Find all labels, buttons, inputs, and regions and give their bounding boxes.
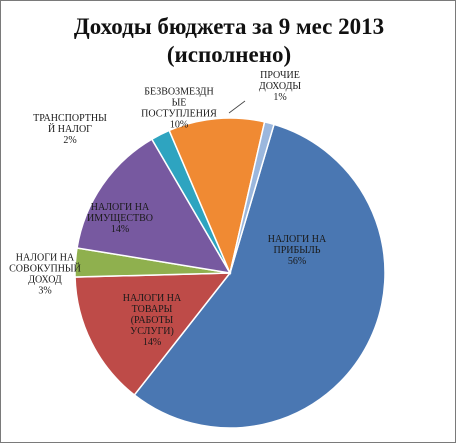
pie-slice <box>133 123 386 429</box>
chart-title-block: Доходы бюджета за 9 мес 2013 (исполнено) <box>1 13 457 69</box>
pie-slices <box>74 117 386 429</box>
slice-label-line: НАЛОГИ НА <box>268 234 327 245</box>
slice-label: НАЛОГИ НА ПРИБЫЛЬ 56% <box>268 234 327 267</box>
slice-label: БЕЗВОЗМЕЗДН ЫЕ ПОСТУПЛЕНИЯ 10% <box>141 87 217 131</box>
slice-label-line: БЕЗВОЗМЕЗДН <box>144 87 213 98</box>
leader-line <box>228 100 246 114</box>
slice-label-line: ПРОЧИЕ <box>260 70 300 81</box>
slice-label-line: ДОХОД <box>28 275 62 286</box>
chart-subtitle: (исполнено) <box>166 42 292 67</box>
slice-label-line: Й НАЛОГ <box>48 123 92 135</box>
slice-label: ПРОЧИЕ ДОХОДЫ 1% <box>259 70 302 103</box>
slice-label-line: НАЛОГИ НА <box>123 293 182 304</box>
slice-label-line: НАЛОГИ НА <box>91 202 150 213</box>
slice-label-line: УСЛУГИ) <box>130 326 174 337</box>
slice-label-line: СОВОКУПНЫЙ <box>9 263 81 275</box>
slice-label: НАЛОГИ НА СОВОКУПНЫЙ ДОХОД 3% <box>9 253 81 297</box>
slice-label-line: (РАБОТЫ <box>131 315 174 326</box>
slice-percent-label: 14% <box>111 224 129 235</box>
slice-label-line: ЫЕ <box>172 98 187 109</box>
slice-label: НАЛОГИ НА ТОВАРЫ (РАБОТЫ УСЛУГИ) 14% <box>123 293 182 348</box>
pie-slice <box>168 117 266 276</box>
chart-title: Доходы бюджета за 9 мес 2013 <box>73 14 385 39</box>
slice-percent-label: 2% <box>63 135 76 146</box>
slice-label-line: ДОХОДЫ <box>259 81 302 92</box>
slice-percent-label: 56% <box>288 256 306 267</box>
slice-label-line: ТРАНСПОРТНЫ <box>33 113 107 124</box>
slice-percent-label: 3% <box>38 286 51 297</box>
slice-label-line: ПОСТУПЛЕНИЯ <box>141 109 217 120</box>
slice-label: НАЛОГИ НА ИМУЩЕСТВО 14% <box>87 202 153 235</box>
slice-percent-label: 14% <box>143 337 161 348</box>
slice-label-line: ПРИБЫЛЬ <box>274 245 321 256</box>
slice-label-line: ТОВАРЫ <box>132 304 173 315</box>
slice-label: ТРАНСПОРТНЫ Й НАЛОГ 2% <box>33 113 107 146</box>
slice-percent-label: 1% <box>273 92 286 103</box>
slice-label-line: НАЛОГИ НА <box>16 253 75 264</box>
slice-label-line: ИМУЩЕСТВО <box>87 213 153 224</box>
pie-slice <box>74 272 232 397</box>
pie-slice <box>229 121 275 274</box>
pie-slice <box>76 138 232 274</box>
slice-percent-label: 10% <box>170 120 188 131</box>
